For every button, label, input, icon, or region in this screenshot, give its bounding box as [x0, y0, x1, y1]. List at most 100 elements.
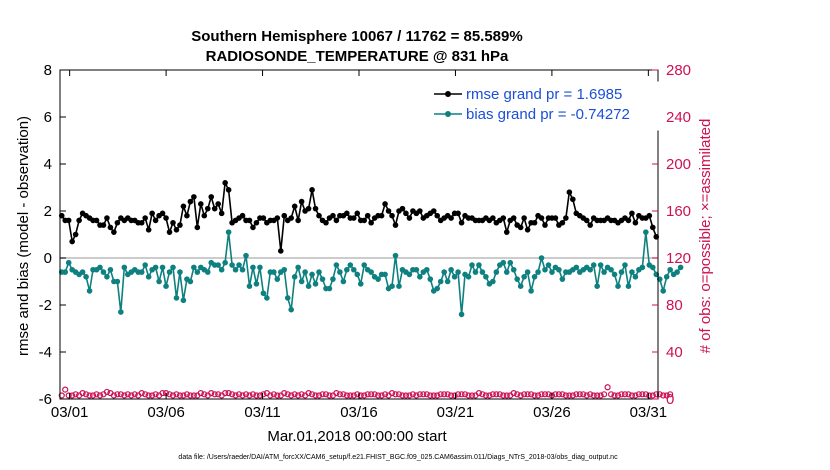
bias-point	[65, 259, 72, 266]
obs-possible-marker	[274, 392, 281, 399]
rmse-point	[344, 210, 350, 217]
rmse-point	[368, 219, 374, 226]
obs-possible-marker	[430, 392, 437, 399]
rmse-point	[145, 227, 152, 233]
bias-point	[159, 264, 166, 271]
bias-point	[239, 266, 246, 273]
obs-possible-marker	[82, 391, 90, 398]
rmse-point	[246, 217, 253, 224]
obs-possible-marker	[451, 392, 458, 399]
obs-possible-marker	[315, 392, 323, 399]
bias-point	[257, 264, 263, 271]
obs-possible-marker	[260, 391, 267, 398]
bias-point	[608, 266, 614, 273]
rmse-point	[260, 215, 267, 221]
obs-possible-marker	[110, 392, 117, 399]
bias-point	[170, 264, 176, 271]
rmse-point	[632, 219, 639, 226]
bias-point	[357, 281, 364, 287]
obs-possible-marker	[517, 392, 524, 399]
obs-possible-marker	[114, 391, 121, 398]
rmse-point	[194, 224, 201, 231]
bias-point	[490, 278, 496, 285]
obs-possible-marker	[482, 392, 490, 399]
obs-possible-marker	[569, 392, 576, 399]
bias-point	[625, 283, 632, 290]
obs-possible-marker	[378, 392, 385, 399]
rmse-point	[403, 210, 409, 217]
rmse-point	[392, 222, 399, 228]
bias-point	[660, 288, 667, 294]
obs-possible-marker	[545, 391, 552, 398]
rmse-point	[250, 224, 256, 231]
y-right-tick-label: 80	[666, 297, 683, 314]
obs-possible-marker	[639, 391, 646, 398]
y-tick-label: 8	[44, 62, 52, 79]
rmse-point	[430, 208, 437, 214]
obs-possible-marker	[402, 392, 410, 399]
obs-possible-marker	[621, 391, 629, 398]
bias-point	[663, 274, 670, 280]
rmse-point	[76, 217, 82, 224]
y-right-tick-label: 40	[666, 344, 683, 361]
bias-point	[222, 259, 228, 266]
bias-point	[674, 269, 680, 275]
bias-point	[594, 283, 600, 290]
bias-point	[500, 259, 507, 266]
obs-possible-marker	[573, 391, 580, 398]
x-tick-label: 03/06	[147, 404, 185, 421]
rmse-point	[646, 212, 653, 219]
rmse-point	[361, 217, 368, 224]
bias-point	[538, 255, 545, 261]
bias-point	[274, 276, 281, 282]
bias-point	[510, 266, 517, 273]
obs-possible-marker	[611, 392, 618, 399]
obs-possible-marker	[552, 391, 559, 398]
rmse-point	[166, 229, 173, 235]
bias-point	[121, 264, 128, 271]
obs-possible-marker	[145, 392, 152, 399]
legend-box	[429, 81, 659, 131]
obs-possible-marker	[93, 391, 100, 398]
obs-possible-marker	[583, 392, 590, 399]
y-right-tick-label: 0	[666, 391, 674, 408]
rmse-point	[281, 212, 288, 219]
rmse-point	[305, 205, 312, 212]
obs-possible-marker	[253, 392, 260, 399]
rmse-point	[159, 210, 166, 217]
bias-point	[138, 269, 145, 275]
obs-possible-marker	[541, 391, 549, 398]
obs-possible-marker	[222, 390, 229, 397]
bias-point	[163, 283, 169, 290]
bias-point	[246, 283, 253, 290]
obs-possible-marker	[531, 392, 538, 399]
bias-point	[114, 278, 121, 285]
obs-possible-marker	[62, 386, 69, 393]
obs-possible-marker	[660, 392, 667, 399]
bias-point	[86, 288, 93, 294]
obs-possible-marker	[444, 391, 451, 398]
obs-possible-marker	[628, 392, 636, 399]
obs-possible-marker	[587, 391, 594, 398]
obs-possible-marker	[124, 391, 131, 398]
obs-possible-marker	[656, 391, 663, 398]
bias-point	[382, 271, 388, 278]
obs-possible-marker	[503, 392, 510, 399]
rmse-point	[198, 201, 204, 207]
obs-possible-marker	[326, 392, 333, 399]
obs-possible-marker	[343, 392, 350, 399]
obs-possible-marker	[159, 390, 166, 397]
obs-possible-marker	[538, 391, 545, 398]
bias-point	[83, 274, 89, 280]
obs-possible-marker	[246, 392, 253, 399]
rmse-point	[208, 194, 215, 200]
y-right-tick-label: 200	[666, 156, 691, 173]
obs-possible-marker	[576, 391, 583, 398]
obs-possible-marker	[103, 388, 111, 396]
obs-possible-marker	[364, 391, 371, 398]
obs-possible-marker	[632, 392, 639, 399]
rmse-point	[253, 219, 260, 226]
obs-possible-marker	[566, 392, 573, 399]
rmse-point	[163, 215, 169, 221]
rmse-point	[222, 180, 228, 186]
